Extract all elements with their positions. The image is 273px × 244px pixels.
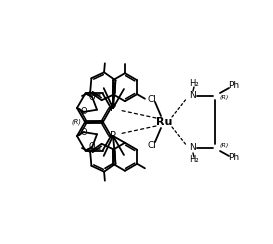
Text: H₂: H₂ bbox=[189, 80, 199, 89]
Text: Ph: Ph bbox=[229, 81, 240, 91]
Text: (R): (R) bbox=[71, 119, 81, 125]
Text: O: O bbox=[81, 128, 87, 137]
Text: P: P bbox=[110, 103, 116, 113]
Text: P: P bbox=[110, 131, 116, 141]
Text: Cl: Cl bbox=[148, 141, 156, 150]
Text: H₂: H₂ bbox=[189, 155, 199, 164]
Text: O: O bbox=[89, 93, 96, 102]
Text: (R): (R) bbox=[219, 143, 229, 149]
Text: O: O bbox=[81, 107, 87, 116]
Text: O: O bbox=[89, 142, 96, 151]
Text: Cl: Cl bbox=[148, 94, 156, 103]
Text: Ru: Ru bbox=[156, 117, 172, 127]
Text: N: N bbox=[189, 143, 195, 152]
Text: (R): (R) bbox=[219, 95, 229, 101]
Text: N: N bbox=[189, 92, 195, 101]
Text: Ph: Ph bbox=[229, 153, 240, 163]
